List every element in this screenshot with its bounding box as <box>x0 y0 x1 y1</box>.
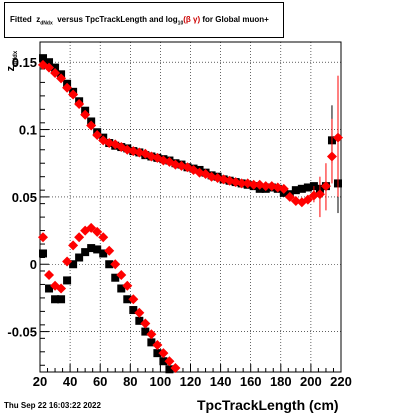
black-square-marker <box>51 295 60 304</box>
title-box: Fitted zdNdx versus TpcTrackLength and l… <box>4 2 284 38</box>
red-diamond-marker <box>152 340 163 351</box>
red-diamond-marker <box>134 307 145 318</box>
red-diamond-marker <box>332 132 343 143</box>
red-diamond-marker <box>62 82 73 93</box>
black-square-marker <box>57 295 66 304</box>
red-diamond-marker <box>50 67 61 78</box>
red-diamond-marker <box>278 183 289 194</box>
black-square-marker <box>111 273 120 282</box>
red-diamond-marker <box>302 194 313 205</box>
black-square-marker <box>45 284 54 293</box>
black-square-marker <box>63 276 72 285</box>
red-diamond-marker <box>92 129 103 140</box>
black-square-marker <box>93 245 102 254</box>
black-square-marker <box>87 244 96 253</box>
red-diamond-marker <box>44 62 55 73</box>
x-tick-label: 140 <box>210 374 232 389</box>
y-tick-label: 0 <box>30 257 37 272</box>
black-square-marker <box>165 365 174 374</box>
black-square-marker <box>123 295 132 304</box>
black-square-marker <box>39 249 48 258</box>
y-tick-label: 0.05 <box>12 190 37 205</box>
red-diamond-marker <box>80 109 91 120</box>
black-square-marker <box>135 316 144 325</box>
black-square-marker <box>81 248 90 257</box>
red-diamond-marker <box>170 362 181 373</box>
black-square-marker <box>129 306 138 315</box>
red-diamond-marker <box>44 270 55 281</box>
black-square-marker <box>147 338 156 347</box>
black-square-marker <box>291 186 300 195</box>
red-diamond-marker <box>110 259 121 270</box>
x-tick-label: 60 <box>93 374 107 389</box>
black-square-marker <box>153 349 162 358</box>
red-diamond-marker <box>74 98 85 109</box>
x-tick-label: 180 <box>270 374 292 389</box>
red-diamond-marker <box>320 181 331 192</box>
red-diamond-marker <box>236 178 247 189</box>
red-diamond-marker <box>314 189 325 200</box>
red-diamond-marker <box>140 318 151 329</box>
red-diamond-marker <box>104 245 115 256</box>
black-square-marker <box>69 260 78 269</box>
red-diamond-marker <box>86 120 97 131</box>
black-square-marker <box>39 54 48 63</box>
x-tick-label: 160 <box>240 374 262 389</box>
red-diamond-marker <box>74 232 85 243</box>
red-diamond-marker <box>116 270 127 281</box>
x-tick-label: 80 <box>123 374 137 389</box>
black-square-marker <box>297 184 306 193</box>
red-diamond-marker <box>326 151 337 162</box>
x-tick-label: 120 <box>180 374 202 389</box>
red-diamond-marker <box>248 179 259 190</box>
red-diamond-marker <box>86 222 97 233</box>
chart-title: Fitted zdNdx versus TpcTrackLength and l… <box>10 15 269 27</box>
black-square-marker <box>303 183 312 192</box>
black-square-marker <box>105 260 114 269</box>
red-diamond-marker <box>92 226 103 237</box>
black-square-marker <box>51 63 60 72</box>
black-square-marker <box>75 253 84 262</box>
y-tick-label: -0.05 <box>7 325 37 340</box>
red-diamond-marker <box>56 73 67 84</box>
red-diamond-marker <box>284 191 295 202</box>
y-tick-label: 0.1 <box>19 123 37 138</box>
red-diamond-marker <box>56 283 67 294</box>
red-diamond-marker <box>146 329 157 340</box>
red-diamond-marker <box>62 256 73 267</box>
red-diamond-marker <box>122 280 133 291</box>
red-diamond-marker <box>128 294 139 305</box>
black-square-marker <box>117 284 126 293</box>
x-tick-label: 220 <box>330 374 352 389</box>
x-tick-label: 40 <box>63 374 77 389</box>
black-square-marker <box>141 327 150 336</box>
x-tick-label: 20 <box>33 374 47 389</box>
black-square-marker <box>159 357 168 366</box>
y-tick-label: 0.15 <box>12 55 37 70</box>
red-diamond-marker <box>68 240 79 251</box>
red-diamond-marker <box>164 356 175 367</box>
x-tick-label: 100 <box>150 374 172 389</box>
x-axis-title: TpcTrackLength (cm) <box>197 397 339 413</box>
x-tick-label: 200 <box>300 374 322 389</box>
red-diamond-marker <box>68 89 79 100</box>
red-diamond-marker <box>260 181 271 192</box>
datestamp: Thu Sep 22 16:03:22 2022 <box>4 401 101 410</box>
black-square-marker <box>45 58 54 67</box>
black-square-marker <box>99 249 108 258</box>
red-diamond-marker <box>38 232 49 243</box>
red-diamond-marker <box>158 348 169 359</box>
red-diamond-marker <box>98 232 109 243</box>
